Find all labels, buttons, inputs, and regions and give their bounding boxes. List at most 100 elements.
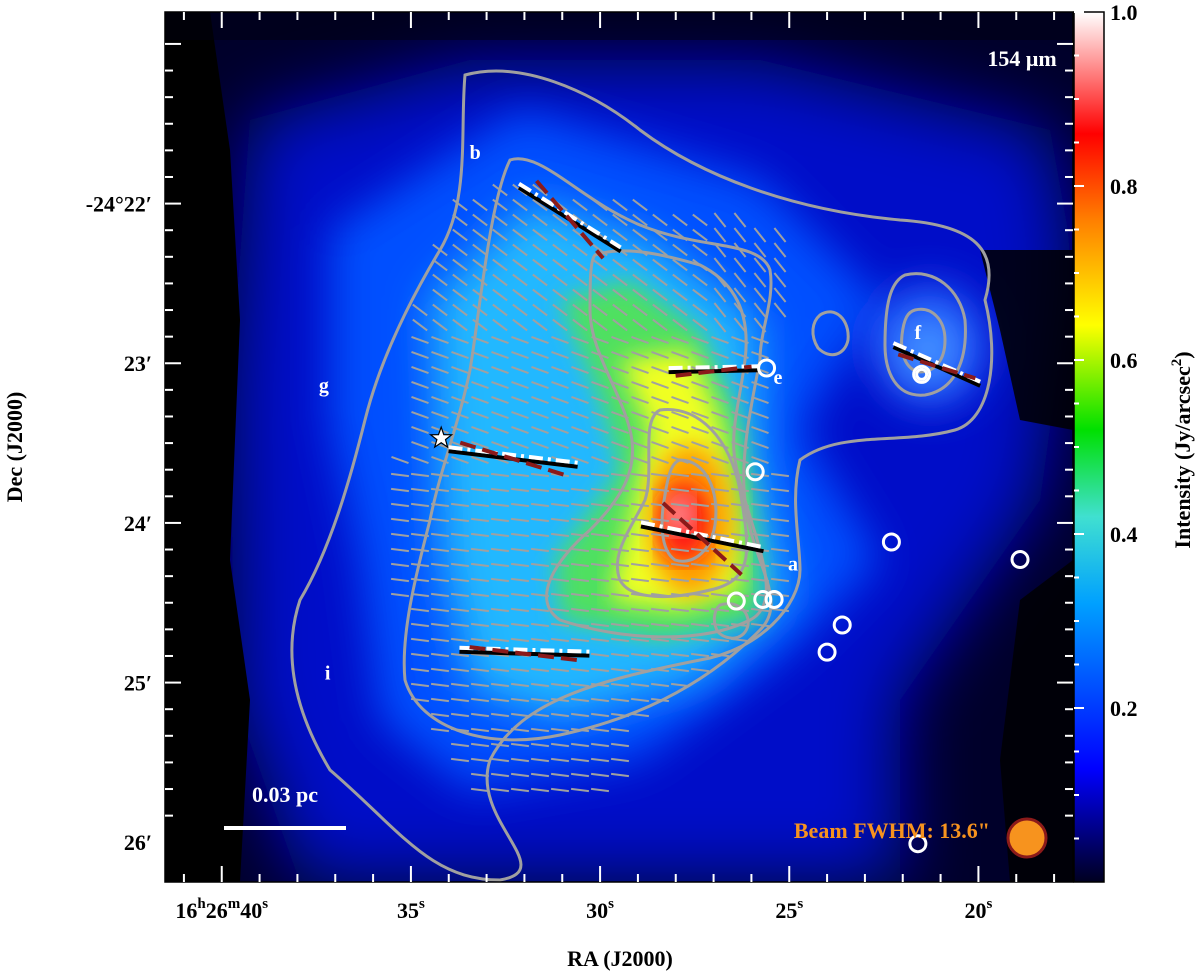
polarization-vector [731,380,749,390]
polarization-vector [612,198,628,212]
polarization-vector [692,243,708,257]
polarization-vector [770,547,790,553]
polarization-vector [591,350,609,360]
polarization-vector [550,697,570,703]
polarization-vector [770,577,790,583]
polarization-vector [492,183,508,197]
polarization-vector [510,547,530,553]
polarization-vector [410,502,430,508]
polarization-vector [773,287,787,303]
polarization-vector [632,318,648,332]
polarization-vector [711,440,729,450]
polarization-vector [430,637,450,643]
polarization-vector [470,727,490,733]
polarization-vector [452,288,468,302]
polarization-vector [530,622,550,628]
polarization-vector [531,440,549,450]
polarization-vector [612,273,628,287]
polarization-vector [691,410,709,420]
polarization-vector [471,425,489,435]
mean-bar-red [459,440,567,478]
polarization-vector [530,682,550,688]
polarization-vector [511,440,529,450]
polarization-vector [591,380,609,390]
polarization-vector [670,472,690,478]
polarization-vector [512,258,528,272]
polarization-vector [631,410,649,420]
polarization-vector [550,607,570,613]
x-tick-label: 30s [586,896,614,923]
polarization-vector [590,652,610,658]
polarization-vector [730,472,750,478]
polarization-vector [531,335,549,345]
polarization-vector [753,317,767,333]
polarization-vector [550,502,570,508]
polarization-vector [530,772,550,778]
polarization-vector [630,517,650,523]
polarization-vector [492,318,508,332]
polarization-vector [550,562,570,568]
polarization-vector [610,487,630,493]
polarization-vector [490,577,510,583]
polarization-vector [531,350,549,360]
polarization-vector [570,637,590,643]
polarization-vector [611,395,629,405]
polarization-vector [692,273,708,287]
polarization-vector [750,577,770,583]
y-tick-label: -24°22′ [86,192,152,217]
polarization-vector [452,258,468,272]
polarization-vector [590,472,610,478]
polarization-vector [631,425,649,435]
polarization-vector [472,303,488,317]
polarization-vector [710,577,730,583]
source-circle [881,532,901,552]
polarization-vector [530,757,550,763]
polarization-vector [451,395,469,405]
polarization-vector [390,562,410,568]
polarization-vector [512,198,528,212]
polarization-vector [691,335,709,345]
polarization-vector [750,502,770,508]
polarization-vector [571,350,589,360]
polarization-vector [590,697,610,703]
polarization-vector [611,455,629,465]
polarization-vector [492,213,508,227]
mean-bar-white [448,445,578,465]
polarization-vector [651,410,669,420]
polarization-vector [472,198,488,212]
polarization-vector [733,302,747,318]
polarization-vector [531,380,549,390]
polarization-vector [770,532,790,538]
y-tick-label: 24′ [124,511,152,536]
beam-label: Beam FWHM: 13.6" [794,818,990,843]
polarization-vector [531,365,549,375]
polarization-vector [612,213,628,227]
polarization-vector [570,772,590,778]
polarization-vector [670,637,690,643]
polarization-vector [550,577,570,583]
polarization-vector [710,547,730,553]
polarization-vector [490,787,510,793]
polarization-vector [691,425,709,435]
polarization-vector [592,213,608,227]
polarization-vector [551,440,569,450]
polarization-vector [510,607,530,613]
polarization-vector [570,592,590,598]
polarization-vector [610,472,630,478]
polarization-vector [713,227,727,243]
polarization-vector [430,592,450,598]
polarization-vector [650,562,670,568]
polarization-vector [710,637,730,643]
polarization-vector [652,228,668,242]
polarization-vector [710,532,730,538]
polarization-vector [410,472,430,478]
polarization-vector [611,335,629,345]
y-axis-title: Dec (J2000) [2,392,27,503]
polarization-vector [711,380,729,390]
source-circle [1010,550,1030,570]
polarization-vector [650,652,670,658]
polarization-vector [450,487,470,493]
polarization-vector [472,243,488,257]
polarization-vector [471,350,489,360]
polarization-vector [532,273,548,287]
